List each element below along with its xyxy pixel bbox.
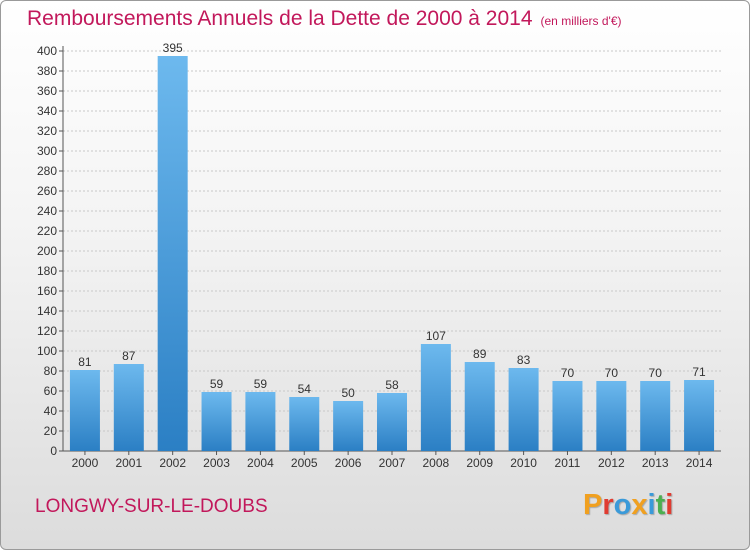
y-tick-label: 220 — [37, 224, 57, 238]
y-tick-label: 200 — [37, 244, 57, 258]
value-labels: 81 87 395 59 59 54 50 58 107 89 83 70 70 70 71 — [78, 41, 706, 400]
town-name: LONGWY-SUR-LE-DOUBS — [35, 496, 268, 517]
x-tick-label: 2002 — [159, 456, 186, 470]
x-tick-label: 2005 — [291, 456, 318, 470]
bar-2007 — [377, 393, 407, 451]
chart-title: Remboursements Annuels de la Dette de 20… — [27, 7, 622, 31]
x-tick-label: 2009 — [466, 456, 493, 470]
bar-2006 — [333, 401, 364, 451]
x-tick-label: 2007 — [379, 456, 406, 470]
x-tick-label: 2004 — [247, 456, 274, 470]
value-label: 89 — [473, 347, 487, 361]
value-label: 54 — [298, 382, 312, 396]
bar-2009 — [464, 362, 495, 451]
y-tick-label: 140 — [37, 304, 57, 318]
logo-letter: i — [647, 489, 656, 521]
y-tick-labels: 0 20 40 60 80 100 120 140 160 180 200 220 240 260 280 3… — [37, 44, 57, 458]
x-tick-label: 2003 — [203, 456, 230, 470]
y-tick-label: 180 — [37, 264, 57, 278]
bar-2005 — [289, 397, 320, 451]
x-tick-labels: 2000 2001 2002 2003 2004 2005 2006 2007 2008 2009… — [72, 451, 713, 470]
chart-title-text: Remboursements Annuels de la Dette de 20… — [27, 7, 533, 30]
logo-letter: t — [655, 489, 666, 521]
x-tick-label: 2006 — [335, 456, 362, 470]
bar-2003 — [201, 392, 232, 451]
y-tick-label: 60 — [44, 384, 58, 398]
value-label: 59 — [254, 377, 268, 391]
value-label: 59 — [210, 377, 224, 391]
y-tick-label: 160 — [37, 284, 57, 298]
logo-letter: x — [631, 489, 648, 521]
x-tick-label: 2010 — [510, 456, 537, 470]
y-tick-label: 400 — [37, 44, 57, 58]
value-label: 70 — [561, 366, 575, 380]
y-tick-label: 240 — [37, 204, 57, 218]
bar-2012 — [596, 381, 627, 451]
logo-letter: o — [613, 489, 632, 521]
y-tick-label: 20 — [44, 424, 58, 438]
bar-2014 — [684, 380, 715, 451]
x-tick-label: 2012 — [598, 456, 625, 470]
y-tick-label: 80 — [44, 364, 58, 378]
x-tick-label: 2014 — [686, 456, 713, 470]
y-tick-label: 380 — [37, 64, 57, 78]
bar-2004 — [245, 392, 276, 451]
y-tick-label: 300 — [37, 144, 57, 158]
x-tick-label: 2001 — [115, 456, 142, 470]
y-tick-label: 0 — [50, 444, 57, 458]
y-tick-label: 120 — [37, 324, 57, 338]
y-tick-label: 100 — [37, 344, 57, 358]
bar-2002 — [157, 56, 188, 451]
proxiti-logo: Proxiti — [583, 489, 673, 522]
value-label: 50 — [341, 386, 355, 400]
bar-2013 — [640, 381, 671, 451]
value-label: 70 — [605, 366, 619, 380]
value-label: 70 — [649, 366, 663, 380]
logo-letter: i — [665, 489, 674, 521]
y-tick-label: 40 — [44, 404, 58, 418]
chart-unit: (en milliers d'€) — [540, 14, 622, 28]
y-tick-label: 340 — [37, 104, 57, 118]
value-label: 107 — [426, 329, 446, 343]
logo-letter: P — [583, 489, 603, 521]
y-tick-label: 360 — [37, 84, 57, 98]
bars — [69, 56, 715, 451]
x-tick-label: 2011 — [555, 456, 581, 470]
bar-2008 — [420, 344, 451, 451]
bar-2010 — [508, 368, 539, 451]
bar-2000 — [69, 370, 100, 451]
value-label: 58 — [385, 378, 399, 392]
x-tick-label: 2013 — [642, 456, 669, 470]
logo-letter: r — [602, 489, 614, 521]
value-label: 395 — [163, 41, 183, 55]
y-tick-label: 280 — [37, 164, 57, 178]
value-label: 87 — [122, 349, 136, 363]
x-tick-label: 2000 — [72, 456, 99, 470]
y-tick-label: 260 — [37, 184, 57, 198]
bar-2011 — [552, 381, 583, 451]
y-tick-label: 320 — [37, 124, 57, 138]
bar-2001 — [113, 364, 144, 451]
x-tick-label: 2008 — [423, 456, 450, 470]
value-label: 71 — [692, 365, 706, 379]
value-label: 81 — [78, 355, 92, 369]
value-label: 83 — [517, 353, 531, 367]
